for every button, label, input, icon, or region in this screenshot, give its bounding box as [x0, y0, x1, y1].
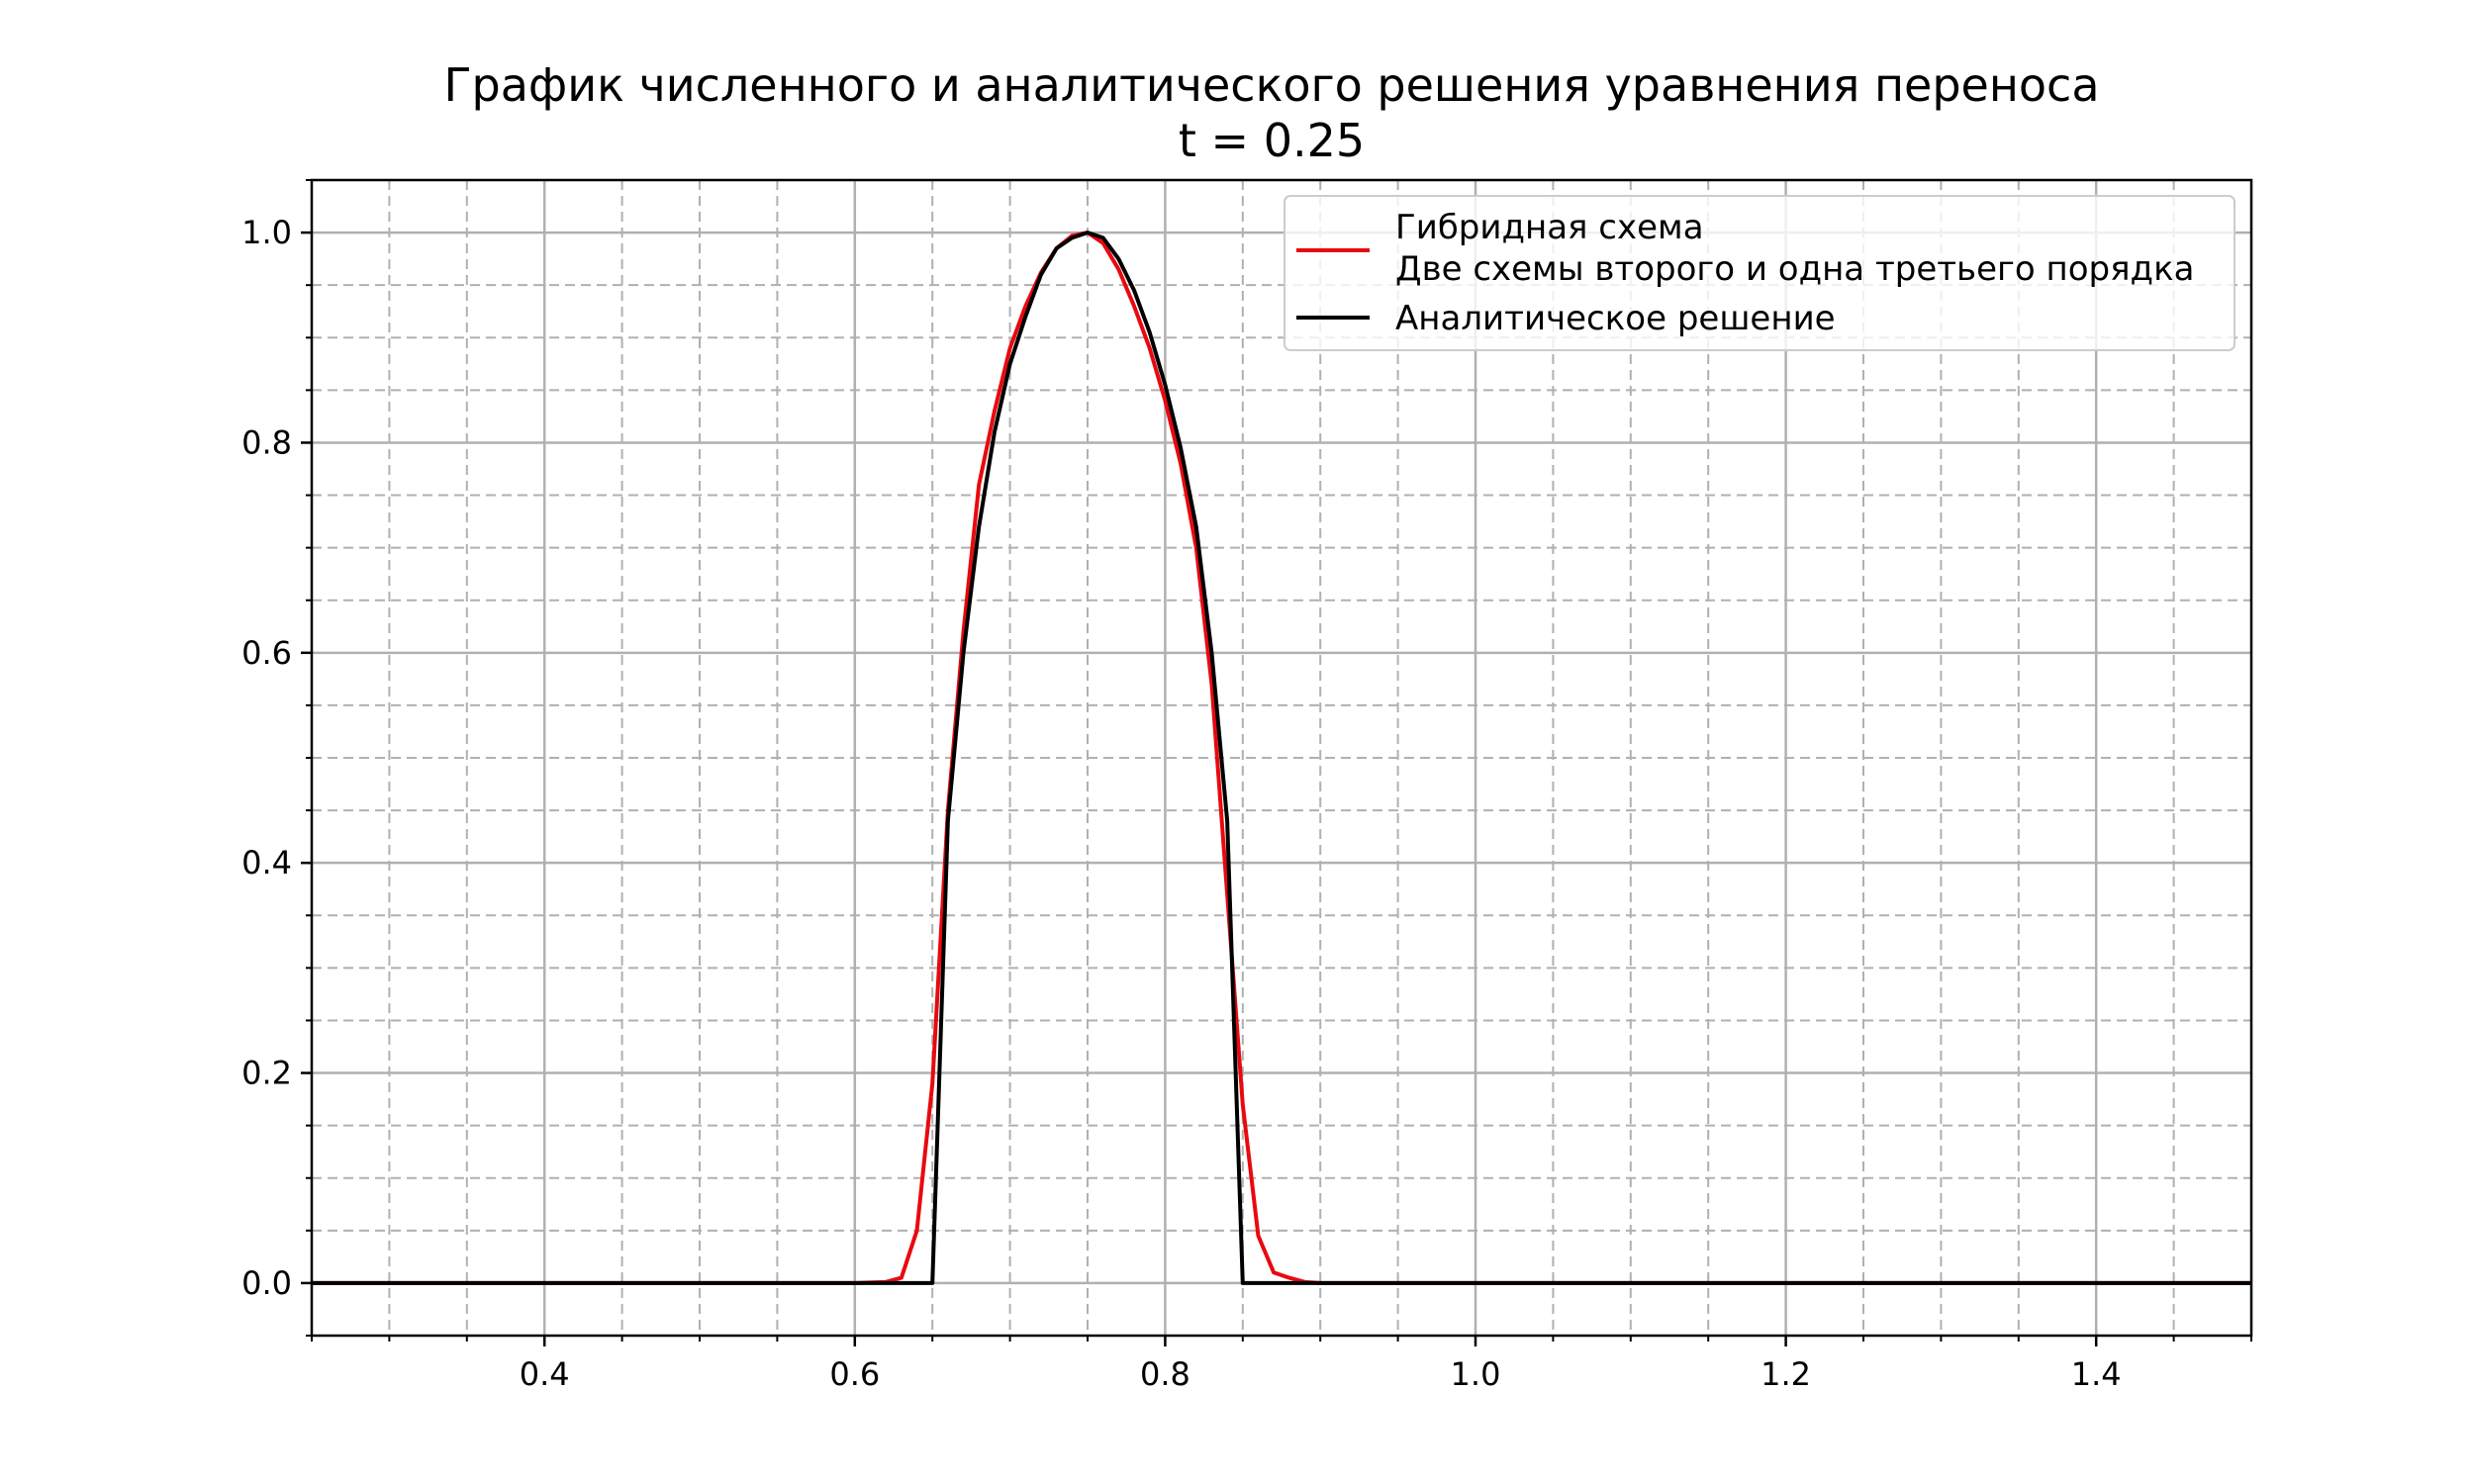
major-grid	[312, 180, 2251, 1336]
series-line-analytic	[312, 231, 2251, 1285]
x-tick-label: 1.2	[1760, 1355, 1811, 1393]
series-line-hybrid	[312, 231, 2251, 1285]
minor-grid	[311, 179, 2252, 1337]
y-tick-label: 0.8	[241, 423, 292, 461]
x-tick-label: 0.4	[520, 1355, 570, 1393]
chart-title: График численного и аналитического решен…	[443, 58, 2099, 112]
y-tick-label: 1.0	[241, 214, 292, 251]
legend-label-analytic: Аналитическое решение	[1395, 299, 1836, 338]
legend-label-hybrid-line2: Две схемы второго и одна третьего порядк…	[1395, 249, 2194, 289]
legend-box	[1284, 195, 2236, 351]
x-tick-label: 0.8	[1140, 1355, 1190, 1393]
series-layer	[312, 231, 2251, 1285]
axis-tick-labels: 0.4 0.6 0.8 1.0 1.2 1.4 0.0 0.2 0.4 0.6 0.8 1.0	[241, 214, 2122, 1393]
x-tick-label: 1.0	[1451, 1355, 1501, 1393]
y-tick-label: 0.0	[241, 1264, 292, 1302]
y-tick-label: 0.6	[241, 634, 292, 672]
x-tick-label: 0.6	[829, 1355, 880, 1393]
legend-label-hybrid-line1: Гибридная схема	[1395, 208, 1704, 247]
legend: Гибридная схема Две схемы второго и одна…	[1284, 195, 2236, 351]
legend-label-hybrid: Гибридная схема Две схемы второго и одна…	[1395, 208, 2194, 289]
y-tick-label: 0.4	[241, 844, 292, 881]
axis-ticks	[301, 179, 2252, 1346]
chart-subtitle: t = 0.25	[1179, 114, 1365, 167]
x-tick-label: 1.4	[2071, 1355, 2122, 1393]
y-tick-label: 0.2	[241, 1055, 292, 1092]
